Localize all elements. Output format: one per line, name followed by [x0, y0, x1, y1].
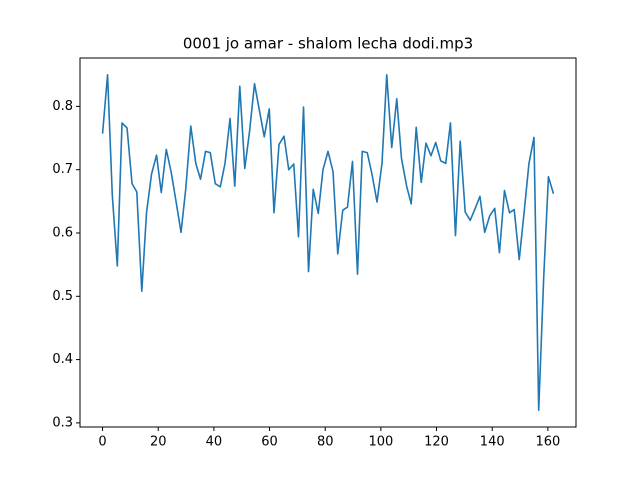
y-tick-label: 0.5	[52, 289, 73, 304]
x-tick-label: 120	[424, 435, 449, 450]
plot-frame	[79, 57, 577, 428]
x-tick-label: 140	[480, 435, 505, 450]
y-tick-label: 0.7	[52, 162, 73, 177]
x-tick-label: 160	[535, 435, 560, 450]
x-tick-label: 100	[368, 435, 393, 450]
x-tick-label: 40	[206, 435, 223, 450]
chart-title: 0001 jo amar - shalom lecha dodi.mp3	[183, 35, 473, 53]
x-tick-label: 0	[98, 435, 106, 450]
x-tick-label: 20	[150, 435, 167, 450]
y-tick-label: 0.4	[52, 352, 73, 367]
y-tick-label: 0.3	[52, 415, 73, 430]
x-tick-label: 80	[317, 435, 334, 450]
y-tick-label: 0.6	[52, 226, 73, 241]
x-tick-label: 60	[261, 435, 278, 450]
y-tick-label: 0.8	[52, 99, 73, 114]
data-line	[101, 73, 555, 412]
